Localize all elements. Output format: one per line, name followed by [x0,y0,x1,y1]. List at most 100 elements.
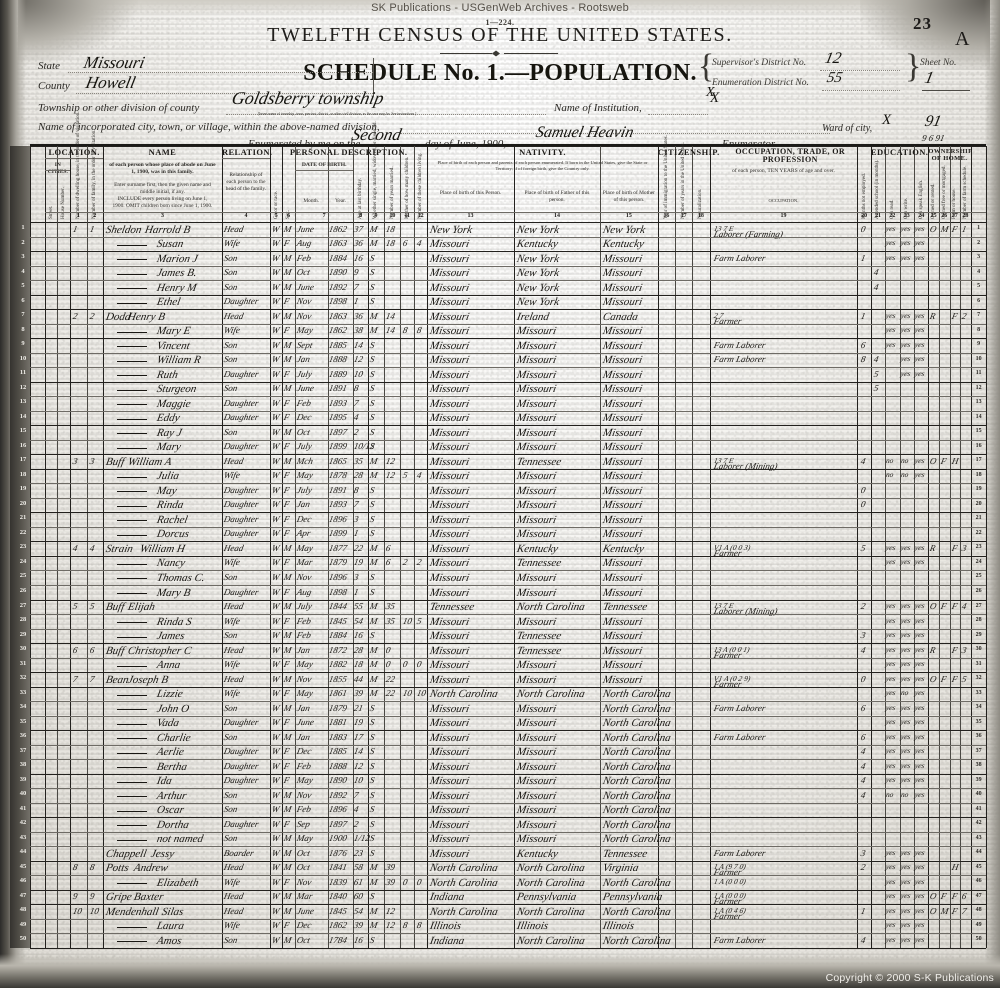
cell-surname: Strain [104,542,135,555]
cell-birthplace-self: Missouri [429,760,471,773]
cell-education-read: yes [885,920,897,930]
cell-birthplace-self: Missouri [429,731,471,744]
column-vertical-label: Number of years in the United States. [680,142,687,219]
cell-race: W [270,310,281,321]
row-number-right: 11 [975,370,982,377]
cell-birthplace-mother: Illinois [601,920,636,933]
cell-birthplace-self: Missouri [429,833,471,846]
table-row-divider [30,280,986,282]
cell-surname: Chappell [104,847,148,860]
cell-family-number: 6 [88,644,96,655]
ditto-dash [116,883,147,885]
cell-education-read: no [885,789,895,799]
column-number-21: 21 [875,213,881,219]
supervisor-district-label: Supervisor's District No. [712,58,807,68]
cell-relation: Wife [222,688,241,699]
cell-birthplace-self: Missouri [429,455,471,468]
cell-occupation: Farm Laborer [712,702,766,713]
cell-marital-status: S [368,630,376,641]
table-column-divider [986,146,987,948]
ditto-dash [116,433,147,435]
cell-given-name: Dorcus [155,528,191,541]
cell-birthplace-mother: Missouri [601,673,644,686]
cell-farm-or-house: F [950,310,958,321]
cell-relation: Daughter [222,513,260,524]
cell-birthplace-self: Missouri [429,775,471,788]
row-number-right: 38 [975,762,982,769]
column-group-relation: RELATION. [221,147,273,157]
cell-birthplace-mother: Pennsylvania [601,891,664,904]
row-number-right: 41 [975,805,982,812]
table-top-border [30,144,986,146]
cell-birthplace-self: Missouri [429,630,471,643]
table-row-divider [30,614,986,616]
cell-education-write: yes [899,905,912,915]
cell-race: W [270,934,281,945]
cell-given-name: Anna [155,659,182,672]
row-number-right: 46 [975,878,982,885]
cell-marital-status: M [368,310,379,321]
cell-birthplace-self: Missouri [429,789,471,802]
cell-birth-month: Nov [295,296,313,307]
cell-months-not-employed: 5 [860,542,867,553]
cell-birth-year: 1861 [327,688,348,699]
row-number-left: 34 [19,703,27,711]
table-row-divider [30,585,986,586]
cell-race: W [270,281,281,292]
cell-given-name: William A [127,455,174,468]
cell-sex: M [283,252,293,263]
row-number-right: 35 [975,718,982,725]
cell-sex: F [283,659,291,670]
cell-birthplace-self: North Carolina [429,876,500,889]
cell-children-living: 0 [415,659,423,670]
cell-given-name: Baxter [132,891,165,904]
table-column-divider [938,146,940,948]
cell-years-married: 18 [385,223,397,234]
cell-birth-year: 1897 [327,818,348,829]
cell-marital-status: S [368,775,376,786]
cell-race: W [270,470,281,481]
cell-farm-or-house: F [950,601,958,612]
cell-education-read: yes [885,702,897,712]
cell-sex: F [283,368,291,379]
row-number-left: 26 [19,587,27,594]
cell-education-english: yes [914,847,926,857]
cell-given-name: not named [155,833,205,846]
cell-age: 10 [353,775,365,786]
cell-race: W [270,354,281,365]
cell-birth-month: July [295,441,313,452]
cell-birthplace-self: Missouri [429,673,471,686]
cell-children-living: 4 [415,470,423,481]
cell-birthplace-father: Tennessee [515,455,563,468]
cell-given-name: Vincent [155,339,191,352]
cell-years-married: 22 [385,673,397,684]
cell-owned-free-mortgaged: F [939,455,948,466]
table-column-divider [657,146,659,948]
cell-sex: M [283,630,293,641]
cell-birthplace-self: Missouri [429,368,471,381]
cell-marital-status: S [368,804,376,815]
row-number-right: 2 [977,239,981,246]
cell-farm-or-house: F [950,542,958,553]
table-row-divider [221,158,270,159]
table-column-divider [221,146,223,948]
column-number-10: 10 [389,213,396,219]
cell-education-read: yes [885,717,897,727]
cell-years-married: 14 [385,325,397,336]
cell-birth-year: 1884 [327,630,348,641]
table-row-divider [30,802,986,804]
cell-race: W [270,586,281,597]
cell-marital-status: S [368,354,376,365]
table-row-divider [30,672,986,674]
cell-age: 3 [353,571,360,582]
cell-race: W [270,688,281,699]
cell-birth-month: Feb [295,252,312,263]
cell-education-read: yes [885,746,897,756]
table-row-divider [30,323,986,325]
cell-marital-status: M [368,325,379,336]
column-vertical-label: Number of dwelling house, in the order o… [74,111,81,219]
cell-years-married: 12 [385,920,397,931]
cell-relation: Wife [222,615,241,626]
cell-months-not-employed: 6 [860,702,867,713]
cell-given-name: Rinda [155,499,185,512]
